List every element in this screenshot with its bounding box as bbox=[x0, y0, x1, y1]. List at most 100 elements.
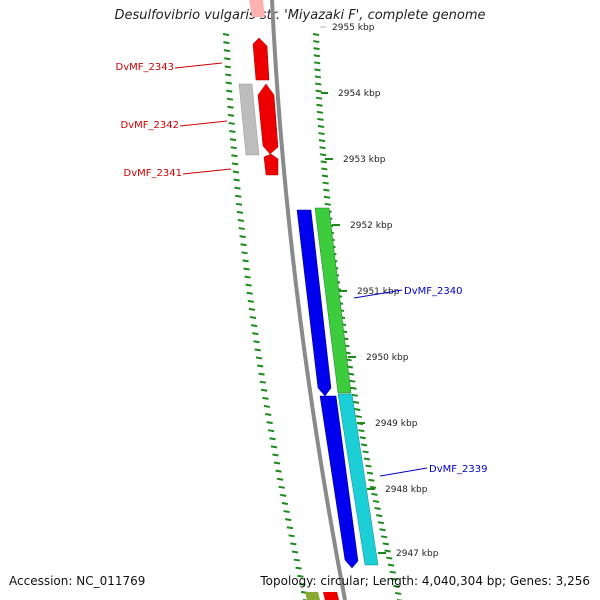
outer-ring-dot bbox=[314, 68, 321, 72]
outer-ring-dot bbox=[379, 528, 386, 532]
outer-ring-dot bbox=[354, 407, 361, 411]
inner-ring-dot bbox=[249, 316, 257, 319]
inner-ring-dot bbox=[278, 485, 285, 489]
inner-ring-dot bbox=[226, 89, 233, 93]
outer-ring-dot bbox=[349, 379, 356, 383]
inner-ring-dot bbox=[224, 65, 231, 69]
inner-ring-dot bbox=[258, 372, 265, 376]
outer-ring-dot bbox=[351, 393, 358, 397]
inner-ring-dot bbox=[243, 267, 250, 271]
label-leader-line bbox=[174, 62, 223, 69]
scale-tick-label: 2952 kbp bbox=[350, 221, 393, 231]
inner-ring-dot bbox=[236, 210, 244, 214]
inner-ring-dot bbox=[286, 526, 294, 530]
inner-ring-dot bbox=[228, 121, 235, 125]
outer-ring-dot bbox=[313, 61, 321, 65]
outer-ring-dot bbox=[389, 570, 396, 574]
inner-ring-dot bbox=[285, 518, 292, 522]
outer-ring-dot bbox=[323, 195, 331, 199]
gene-label-dvmf-2341[interactable]: DvMF_2341 bbox=[124, 168, 182, 179]
gene-block-dvmf-2342-gray[interactable] bbox=[238, 83, 260, 156]
scale-ticks: 2955 kbp 2954 kbp 2953 kbp 2952 kbp 2951… bbox=[320, 23, 439, 559]
gene-label-dvmf-2339[interactable]: DvMF_2339 bbox=[429, 464, 487, 475]
inner-ring-dot bbox=[232, 170, 240, 174]
inner-ring-dot bbox=[234, 186, 241, 190]
inner-ring-dot bbox=[235, 194, 242, 198]
inner-ring-dot bbox=[224, 57, 231, 61]
gene-block-dvmf-2339[interactable] bbox=[337, 393, 379, 566]
gene-features bbox=[238, 0, 379, 600]
scale-tick-label: 2949 kbp bbox=[375, 419, 418, 429]
outer-ring-dot bbox=[371, 492, 378, 496]
inner-ring-dot bbox=[260, 388, 268, 392]
gene-label-dvmf-2343[interactable]: DvMF_2343 bbox=[116, 62, 174, 73]
gene-block-olive-bottom[interactable] bbox=[305, 592, 320, 600]
gene-block-red-bottom[interactable] bbox=[323, 592, 339, 600]
outer-ring-dot bbox=[322, 181, 329, 185]
inner-ring-dot bbox=[253, 340, 260, 344]
inner-ring-dot bbox=[235, 202, 243, 206]
scale-tick-label: 2955 kbp bbox=[332, 23, 375, 33]
inner-ring-dot bbox=[293, 558, 301, 562]
inner-ring-dot bbox=[270, 445, 278, 449]
outer-ring-dot bbox=[366, 471, 374, 475]
inner-ring-dot bbox=[254, 348, 261, 352]
scale-tick-label: 2948 kbp bbox=[385, 485, 428, 495]
inner-ring-dot bbox=[226, 97, 234, 101]
inner-ring-dot bbox=[273, 461, 281, 465]
inner-ring-dot bbox=[283, 510, 290, 514]
outer-ring-dot bbox=[318, 132, 325, 136]
outer-ring-dot bbox=[369, 485, 377, 489]
inner-ring-dot bbox=[295, 566, 302, 570]
gene-label-dvmf-2342[interactable]: DvMF_2342 bbox=[121, 120, 179, 131]
inner-ring-dot bbox=[255, 356, 263, 360]
outer-ring-dot bbox=[380, 535, 388, 539]
outer-ring-dot bbox=[352, 400, 360, 404]
label-leader-line bbox=[179, 120, 228, 127]
outer-ring-dot bbox=[358, 429, 365, 433]
inner-ring-dot bbox=[250, 324, 258, 328]
accession-text: Accession: NC_011769 bbox=[9, 574, 146, 588]
outer-ring-dot bbox=[321, 174, 329, 178]
outer-ring-dot bbox=[323, 188, 330, 192]
inner-ring-dot bbox=[246, 291, 253, 295]
inner-ring-dot bbox=[281, 501, 289, 505]
inner-ring-dot bbox=[288, 534, 295, 538]
outer-ring-dot bbox=[363, 457, 371, 461]
outer-ring-dot bbox=[374, 507, 381, 511]
outer-ring-dot bbox=[321, 167, 328, 171]
outer-ring-dot bbox=[365, 464, 372, 468]
outer-ring-dot bbox=[313, 40, 320, 44]
inner-ring-dot bbox=[252, 332, 259, 336]
outer-ring-dot bbox=[355, 415, 362, 419]
scale-tick-label: 2950 kbp bbox=[366, 353, 409, 363]
label-leader-line bbox=[379, 467, 428, 477]
scale-tick-label: 2951 kbp bbox=[357, 287, 400, 297]
inner-ring-dot bbox=[245, 283, 252, 287]
outer-ring-dot bbox=[316, 103, 323, 107]
scale-tick-label: 2947 kbp bbox=[396, 549, 439, 559]
outer-ring-dot bbox=[319, 153, 327, 157]
inner-ring-dot bbox=[241, 251, 248, 255]
ring-dots bbox=[222, 33, 404, 600]
gene-block-pink[interactable] bbox=[249, 0, 265, 17]
gene-block-blue-bottom[interactable] bbox=[319, 395, 359, 569]
gene-block-dvmf-2343[interactable] bbox=[252, 37, 270, 81]
gene-label-dvmf-2340[interactable]: DvMF_2340 bbox=[404, 286, 462, 297]
inner-ring-dot bbox=[230, 146, 237, 150]
outer-ring-dot bbox=[317, 117, 324, 121]
outer-ring-dot bbox=[391, 577, 398, 581]
gene-block-dvmf-2340[interactable] bbox=[314, 207, 352, 394]
inner-ring-dot bbox=[257, 364, 264, 368]
inner-ring-dot bbox=[262, 396, 269, 400]
gene-block-blue-top[interactable] bbox=[296, 209, 332, 397]
inner-ring-dot bbox=[225, 81, 232, 85]
inner-ring-dot bbox=[227, 105, 234, 109]
genome-backbone bbox=[270, 0, 347, 600]
gene-block-dvmf-2341[interactable] bbox=[263, 153, 279, 176]
inner-ring-dot bbox=[239, 235, 246, 239]
scale-tick-label: 2953 kbp bbox=[343, 155, 386, 165]
inner-ring-dot bbox=[263, 404, 271, 408]
gene-block-dvmf-2342[interactable] bbox=[257, 83, 279, 155]
